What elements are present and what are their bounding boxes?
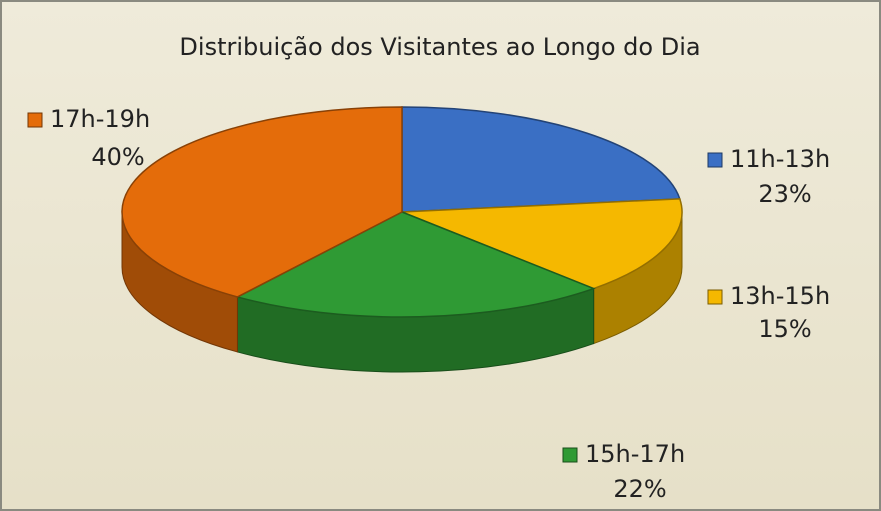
pie-slice xyxy=(121,106,403,298)
chart-title: Distribuição dos Visitantes ao Longo do … xyxy=(179,33,700,61)
legend-swatch xyxy=(27,112,43,128)
legend-swatch xyxy=(707,152,723,168)
pie-slice xyxy=(235,211,596,318)
legend-swatch xyxy=(707,289,723,305)
pie-slice xyxy=(401,106,681,213)
slice-label: 17h-19h xyxy=(50,105,150,133)
slice-label: 13h-15h xyxy=(730,282,830,310)
legend-swatch xyxy=(562,447,578,463)
pie-slice xyxy=(401,198,683,290)
slice-value-label: 40% xyxy=(91,143,144,171)
slice-value-label: 23% xyxy=(758,180,811,208)
slice-label: 15h-17h xyxy=(585,440,685,468)
slice-value-label: 15% xyxy=(758,315,811,343)
slice-label: 11h-13h xyxy=(730,145,830,173)
slice-value-label: 22% xyxy=(613,475,666,503)
